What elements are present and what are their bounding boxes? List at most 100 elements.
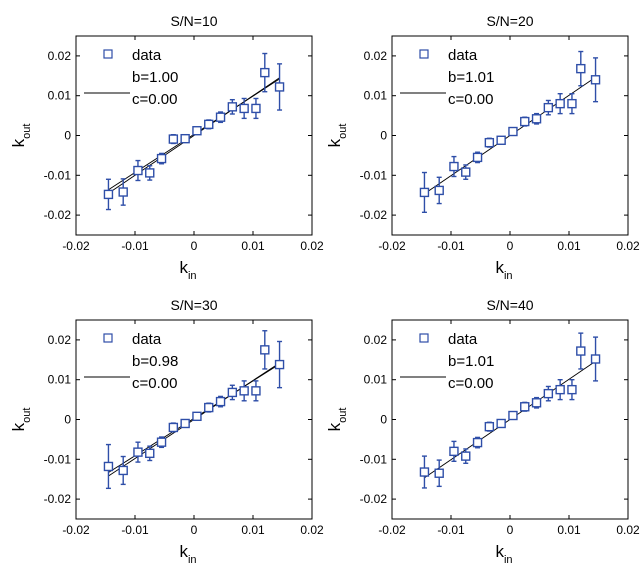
data-point xyxy=(227,102,238,112)
y-tick-label: -0.02 xyxy=(44,208,72,222)
data-point xyxy=(508,410,518,421)
y-tick-label: -0.01 xyxy=(44,168,72,182)
data-point xyxy=(180,418,190,429)
y-tick-label: -0.01 xyxy=(360,452,388,466)
y-tick-label: 0 xyxy=(64,413,71,427)
data-point xyxy=(567,384,577,395)
y-axis-label: kout xyxy=(325,124,349,148)
y-tick-label: 0.02 xyxy=(48,333,72,347)
data-point xyxy=(531,398,542,408)
data-point xyxy=(239,103,249,114)
y-tick-label: 0 xyxy=(380,129,387,143)
x-tick-label: 0 xyxy=(191,239,198,253)
data-point xyxy=(227,387,238,398)
x-tick-label: 0.02 xyxy=(616,523,640,537)
chart-panel-4: S/N=40 -0.02 -0.01 0 0.01 0.02 -0.02 -0.01 0 0.01… xyxy=(325,297,640,566)
chart-title: S/N=20 xyxy=(486,13,533,29)
legend-marker xyxy=(419,333,429,343)
data-point xyxy=(118,187,128,197)
legend-fit-c: c=0.00 xyxy=(448,375,493,392)
data-point xyxy=(543,388,554,399)
data-point xyxy=(145,448,155,459)
data-point xyxy=(204,402,214,413)
data-point xyxy=(472,152,483,163)
x-tick-label: -0.02 xyxy=(378,239,406,253)
x-tick-label: -0.01 xyxy=(437,523,465,537)
chart-panel-3: S/N=30 -0.02 -0.01 0 0.01 0.02 -0.02 -0.01 0 0.01… xyxy=(9,297,324,566)
y-axis-label: kout xyxy=(9,408,33,432)
y-tick-label: 0.01 xyxy=(48,89,72,103)
x-axis-label: kin xyxy=(179,258,196,282)
x-axis-label: kin xyxy=(495,542,512,566)
data-point xyxy=(260,67,270,78)
legend-fit-c: c=0.00 xyxy=(132,375,177,392)
legend-fit-b: b=1.01 xyxy=(448,353,494,370)
y-tick-label: 0.01 xyxy=(364,373,388,387)
x-axis-label: kin xyxy=(179,542,196,566)
x-axis-label: kin xyxy=(495,258,512,282)
data-point xyxy=(168,134,179,144)
y-tick-label: 0.01 xyxy=(364,89,388,103)
data-point xyxy=(156,153,167,164)
data-point xyxy=(251,103,261,114)
data-point xyxy=(180,133,190,144)
data-point xyxy=(543,102,554,113)
data-point xyxy=(103,461,114,472)
data-point xyxy=(520,116,530,127)
x-tick-label: -0.01 xyxy=(121,239,149,253)
legend-fit-b: b=1.01 xyxy=(448,69,494,86)
x-tick-label: 0.01 xyxy=(557,523,581,537)
legend-data-label: data xyxy=(132,47,162,64)
legend-marker xyxy=(103,49,113,59)
data-point xyxy=(419,467,430,477)
data-point xyxy=(192,411,202,422)
data-point xyxy=(576,346,586,356)
data-point xyxy=(472,437,483,448)
data-point xyxy=(192,126,202,136)
data-point xyxy=(145,168,155,178)
data-point xyxy=(118,465,128,476)
x-tick-label: -0.02 xyxy=(62,239,90,253)
chart-panel-1: S/N=10 -0.02 -0.01 0 0.01 0.02 -0.02 -0.01 0 0.01… xyxy=(9,13,324,282)
x-tick-label: 0 xyxy=(191,523,198,537)
data-point xyxy=(274,82,285,92)
y-tick-label: 0.02 xyxy=(48,49,72,63)
x-tick-label: -0.01 xyxy=(121,523,149,537)
x-tick-label: 0.01 xyxy=(241,239,265,253)
data-point xyxy=(204,119,214,130)
y-tick-label: -0.02 xyxy=(360,492,388,506)
x-tick-label: 0.01 xyxy=(241,523,265,537)
data-point xyxy=(434,468,444,478)
x-tick-label: 0 xyxy=(507,523,514,537)
y-axis-label: kout xyxy=(325,408,349,432)
legend-fit-c: c=0.00 xyxy=(132,91,177,108)
y-tick-label: 0 xyxy=(64,129,71,143)
x-tick-label: -0.01 xyxy=(437,239,465,253)
data-point xyxy=(449,446,459,457)
legend-data-label: data xyxy=(448,331,478,348)
x-tick-label: 0.02 xyxy=(300,523,324,537)
legend-data-label: data xyxy=(448,47,478,64)
x-tick-label: 0.01 xyxy=(557,239,581,253)
data-point xyxy=(461,167,471,177)
legend-data-label: data xyxy=(132,331,162,348)
data-point xyxy=(133,165,143,176)
legend-fit-b: b=1.00 xyxy=(132,69,178,86)
y-tick-label: 0 xyxy=(380,413,387,427)
data-point xyxy=(449,161,459,172)
y-tick-label: 0.02 xyxy=(364,49,388,63)
data-point xyxy=(496,418,506,429)
data-point xyxy=(419,187,430,198)
data-point xyxy=(590,354,601,364)
legend-marker xyxy=(419,49,429,59)
data-point xyxy=(156,437,167,447)
legend-fit-b: b=0.98 xyxy=(132,353,178,370)
legend-fit-c: c=0.00 xyxy=(448,91,493,108)
chart-title: S/N=10 xyxy=(170,13,217,29)
data-point xyxy=(520,402,530,412)
data-point xyxy=(484,421,495,432)
y-tick-label: -0.02 xyxy=(44,492,72,506)
data-point xyxy=(496,135,506,145)
y-tick-label: 0.02 xyxy=(364,333,388,347)
